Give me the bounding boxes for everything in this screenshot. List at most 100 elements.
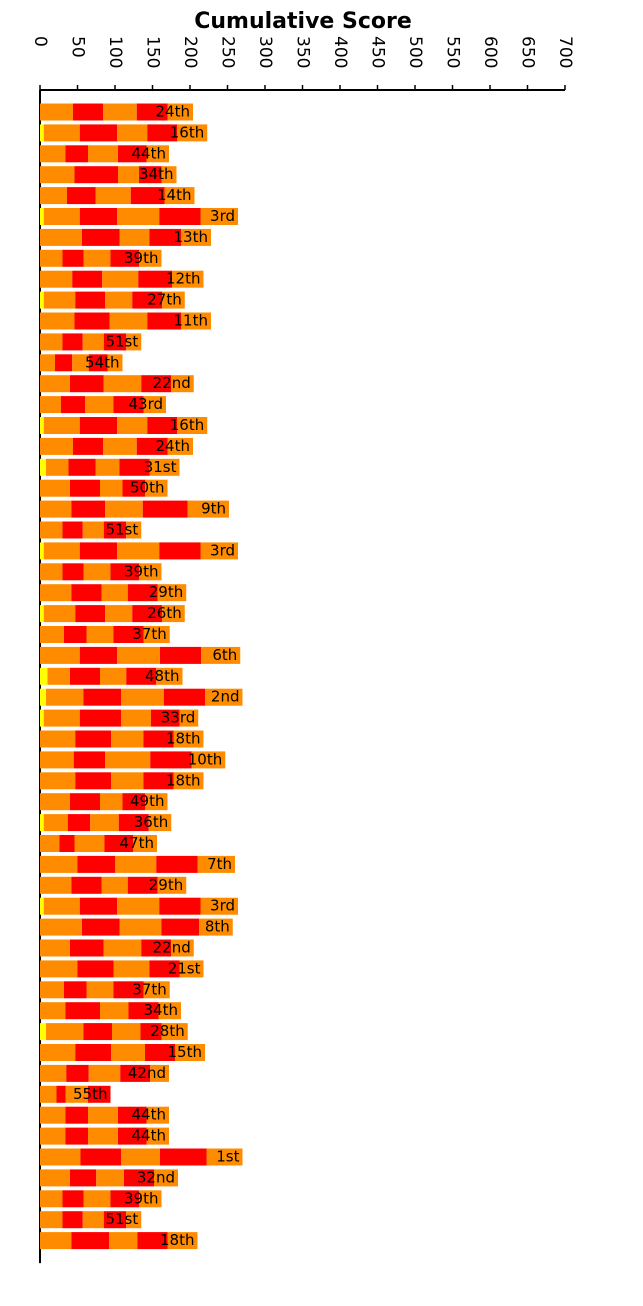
rank-label: 29th [149, 583, 183, 601]
bar-segment [40, 814, 44, 832]
bar-segment [113, 981, 144, 999]
bar-segment [117, 897, 160, 915]
rank-label: 47th [120, 834, 154, 852]
bar-segment [40, 918, 82, 936]
rank-label: 34th [139, 165, 173, 183]
bar-segment [74, 166, 118, 184]
bar-segment [157, 584, 187, 602]
bar-segment [200, 897, 238, 915]
rank-label: 29th [149, 876, 183, 894]
bar-segment [65, 145, 88, 163]
rank-label: 24th [156, 437, 190, 455]
bar-segment [111, 772, 144, 790]
rank-label: 39th [124, 562, 158, 580]
x-tick-label: 550 [443, 36, 463, 68]
bar-segment [164, 187, 195, 205]
bar-segment [70, 939, 104, 957]
bar-segment [65, 1106, 88, 1124]
bar-segment [74, 312, 110, 330]
bar-segment [143, 981, 170, 999]
bar-segment [133, 835, 157, 852]
bar-segment [103, 521, 127, 539]
bar-segment [77, 855, 115, 873]
bar-row [40, 542, 238, 560]
bar-segment [181, 228, 211, 246]
bar-segment [156, 855, 198, 873]
x-tick-label: 300 [255, 36, 275, 68]
bar-segment [62, 1211, 83, 1229]
bar-segment [117, 417, 148, 434]
bar-segment [82, 1211, 104, 1229]
bar-segment [145, 1044, 175, 1061]
bar-segment [82, 228, 120, 246]
bar-segment [139, 1190, 162, 1208]
bar-segment [62, 521, 83, 539]
bar-segment [40, 646, 80, 664]
bar-segment [88, 1127, 118, 1145]
bar-segment [101, 584, 128, 602]
bar-segment [46, 458, 69, 476]
bar-segment [187, 500, 229, 518]
bar-segment [205, 688, 243, 706]
bar-segment [79, 897, 118, 915]
rank-label: 39th [124, 1189, 158, 1207]
rank-label: 21st [168, 959, 201, 977]
bar-segment [85, 396, 114, 414]
rank-label: 42nd [128, 1064, 166, 1082]
bar-segment [70, 667, 100, 685]
bar-segment [55, 354, 73, 372]
bar-segment [175, 1044, 205, 1061]
bar-segment [167, 103, 193, 121]
bar-segment [40, 1127, 66, 1145]
bar-segment [40, 458, 46, 476]
bar-segment [40, 354, 55, 372]
bar-segment [61, 396, 85, 414]
bar-segment [117, 208, 160, 225]
rank-label: 39th [124, 249, 158, 267]
bar-segment [172, 270, 204, 288]
bar-segment [40, 1064, 67, 1082]
bar-segment [110, 1190, 139, 1208]
bar-segment [40, 563, 63, 581]
bar-segment [122, 793, 145, 811]
bar-segment [159, 897, 201, 915]
bar-segment [40, 626, 64, 643]
bar-segment [167, 1232, 198, 1250]
bar-segment [162, 605, 185, 623]
bar-segment [40, 772, 76, 790]
bar-segment [72, 270, 103, 288]
bar-segment [163, 688, 205, 706]
bar-segment [88, 145, 118, 163]
bar-segment [147, 124, 178, 142]
bar-segment [43, 417, 80, 434]
bar-segment [124, 1169, 154, 1187]
bar-segment [43, 897, 80, 915]
bar-row [40, 855, 235, 873]
bar-row [40, 563, 162, 581]
rank-label: 3rd [210, 897, 235, 915]
bar-segment [103, 939, 142, 957]
bar-segment [118, 145, 147, 163]
bar-segment [126, 667, 157, 685]
bar-segment [150, 751, 192, 769]
bar-segment [105, 291, 133, 309]
bar-segment [111, 1044, 145, 1061]
bar-segment [110, 563, 139, 581]
x-tick-label: 500 [405, 36, 425, 68]
bar-segment [40, 166, 75, 184]
bar-segment [79, 646, 118, 664]
bar-segment [82, 333, 104, 351]
rank-label: 51st [105, 332, 138, 350]
bar-segment [157, 876, 187, 894]
bar-segment [40, 1190, 63, 1208]
bar-segment [79, 124, 118, 142]
bar-segment [83, 1190, 111, 1208]
bar-segment [75, 730, 112, 748]
bar-row [40, 730, 204, 748]
bar-segment [143, 730, 174, 748]
bar-segment [100, 667, 127, 685]
bar-row [40, 166, 177, 184]
bar-row [40, 228, 211, 246]
rank-label: 1st [216, 1148, 239, 1166]
bar-segment [156, 667, 183, 685]
